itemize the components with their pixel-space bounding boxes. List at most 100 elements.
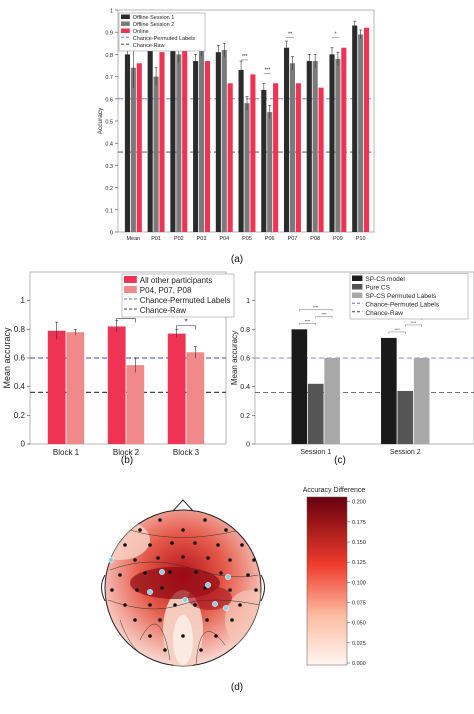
bar <box>193 61 199 233</box>
y-axis-label: Mean accuracy <box>230 331 239 385</box>
chart-panel-c: 0 0.2 0.4 0.6 0.8 1 Mean accuracy Session 1 Sess… <box>230 271 474 456</box>
electrode <box>224 528 228 532</box>
y-axis-label: Accuracy <box>97 107 104 134</box>
bar <box>261 89 267 232</box>
electrode <box>143 571 147 575</box>
topomap-panel: 0.000 0.025 0.050 0.075 0.100 0.125 0.150 0.175… <box>101 487 366 667</box>
highlighted-electrode <box>182 597 188 603</box>
x-tick-label: P06 <box>265 236 275 242</box>
y-tick-label: 1 <box>246 298 250 305</box>
bar <box>324 358 340 444</box>
bar <box>289 63 296 232</box>
colorbar-label: Accuracy Difference <box>303 487 366 494</box>
legend-label: Chance-Permuted Labels <box>133 36 196 42</box>
bar <box>227 83 233 232</box>
y-tick-label: 0.8 <box>105 53 113 59</box>
y-tick-label: 0.6 <box>240 356 250 363</box>
highlighted-electrode <box>205 582 211 588</box>
electrode <box>205 618 209 622</box>
electrode <box>203 518 207 522</box>
y-tick-label: 0 <box>21 440 26 449</box>
legend-swatch <box>121 14 130 19</box>
electrode <box>158 618 162 622</box>
bar <box>124 54 131 233</box>
bar <box>244 103 250 233</box>
bar <box>267 112 273 232</box>
electrode <box>228 558 232 562</box>
legend-swatch <box>352 292 363 298</box>
y-tick-label: 0.8 <box>14 325 26 334</box>
y-tick-label: 0.6 <box>14 354 26 363</box>
electrode <box>170 541 174 545</box>
caption-d: (d) <box>231 682 243 693</box>
y-tick-label: 0 <box>110 231 113 237</box>
x-tick-label: P09 <box>333 236 343 242</box>
significance-marker: * <box>184 318 187 327</box>
electrode <box>148 603 152 607</box>
legend-label: P04, P07, P08 <box>140 286 192 295</box>
bar <box>198 49 205 233</box>
x-tick-label: P01 <box>151 236 161 242</box>
y-tick-label: 0.2 <box>14 411 26 420</box>
caption-a: (a) <box>231 254 243 265</box>
colorbar-tick-label: 0.025 <box>352 641 366 647</box>
colorbar-ticks: 0.000 0.025 0.050 0.075 0.100 0.125 0.150 0.175… <box>347 500 366 667</box>
topomap-head <box>101 499 265 667</box>
electrode <box>135 588 139 592</box>
bar <box>159 52 165 233</box>
bar <box>329 54 335 233</box>
legend-label: Pure CS <box>365 285 390 292</box>
legend-label: Chance-Raw <box>140 306 186 315</box>
x-tick-label: P03 <box>197 236 207 242</box>
x-tick-label: Block 1 <box>53 448 80 457</box>
significance-marker: **** <box>321 312 327 316</box>
electrode <box>193 603 197 607</box>
legend-label: SP-CS model <box>365 276 405 283</box>
x-tick-label: Block 3 <box>173 448 200 457</box>
significance-bracket <box>299 309 333 312</box>
chart-panel-b: 0 0.2 0.4 0.6 0.8 1 Mean accuracy Block 1 Block … <box>2 271 235 457</box>
electrode <box>110 588 114 592</box>
x-tick-label: P04 <box>219 236 229 242</box>
legend-label: Chance-Permuted Labels <box>365 302 439 309</box>
electrode <box>240 543 244 547</box>
highlighted-electrode <box>108 557 114 563</box>
x-tick-label: P02 <box>174 236 184 242</box>
colorbar-tick-label: 0.000 <box>352 661 366 667</box>
bar <box>335 58 341 233</box>
electrode <box>194 570 198 574</box>
electrode <box>133 558 137 562</box>
colorbar-tick-label: 0.075 <box>352 601 366 607</box>
electrode <box>219 571 223 575</box>
y-tick-label: 0.7 <box>105 75 113 81</box>
bar <box>363 27 370 233</box>
bar <box>176 54 182 233</box>
electrode <box>138 528 142 532</box>
bar <box>318 87 324 232</box>
y-tick-label: 0 <box>246 442 250 449</box>
legend-swatch <box>352 284 363 290</box>
significance-marker: **** <box>305 319 311 323</box>
legend-label: SP-CS Permuted Labels <box>365 293 437 300</box>
legend-label: Chance-Raw <box>365 310 403 317</box>
electrode <box>118 573 122 577</box>
legend-label: Online <box>133 29 149 35</box>
legend-label: Chance-Permuted Labels <box>140 296 231 305</box>
legend-swatch <box>352 275 363 281</box>
significance-marker: ** <box>288 32 292 38</box>
electrode <box>254 588 258 592</box>
x-tick-label: P05 <box>242 236 252 242</box>
x-tick-label: Block 2 <box>113 448 140 457</box>
bar <box>238 69 244 232</box>
electrode-dots <box>108 518 258 652</box>
significance-bracket <box>299 323 316 326</box>
bar <box>307 383 324 444</box>
significance-marker: *** <box>242 54 248 60</box>
electrode <box>214 634 218 638</box>
y-tick-label: 0.4 <box>14 382 26 391</box>
electrode <box>199 648 203 652</box>
bar <box>341 47 347 232</box>
electrode <box>246 573 250 577</box>
significance-marker: **** <box>394 328 400 332</box>
x-tick-label: Session 1 <box>300 449 331 456</box>
